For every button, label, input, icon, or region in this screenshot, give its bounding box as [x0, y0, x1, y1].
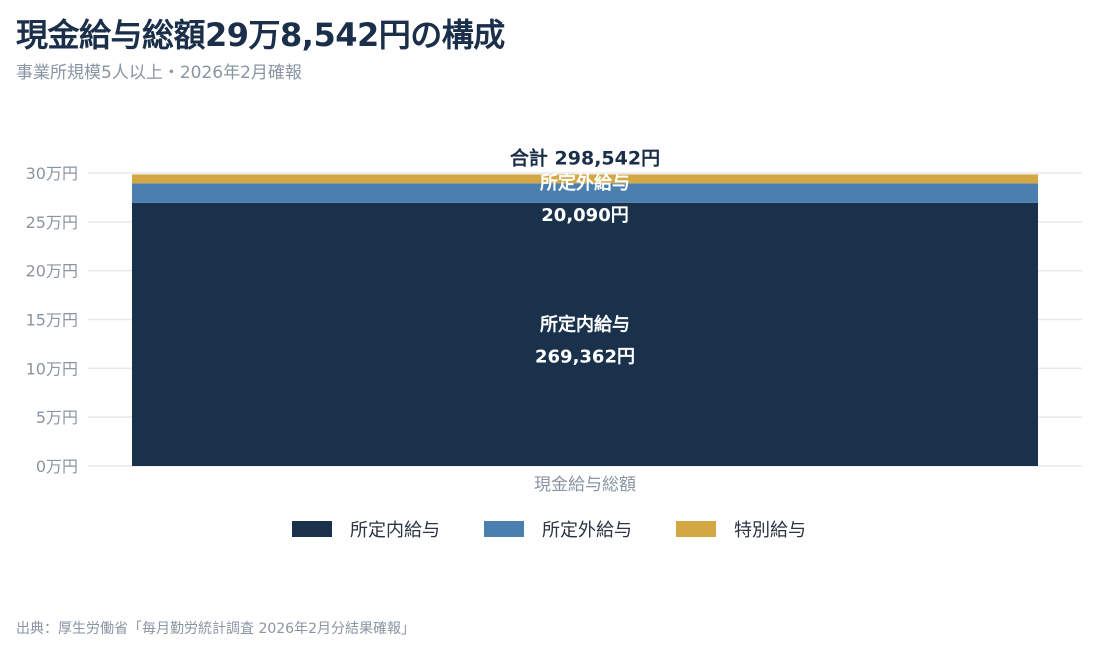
- total-label: 合計 298,542円: [510, 146, 660, 169]
- y-tick-label: 30万円: [26, 164, 78, 183]
- chart-subtitle: 事業所規模5人以上・2026年2月確報: [16, 63, 302, 83]
- legend-swatch-overtime: [484, 521, 524, 537]
- source-note: 出典：厚生労働省「毎月勤労統計調査 2026年2月分結果確報」: [16, 621, 415, 637]
- x-category-label: 現金給与総額: [534, 475, 636, 495]
- legend-label-overtime: 所定外給与: [542, 520, 632, 541]
- legend-swatch-scheduled: [292, 521, 332, 537]
- segment-value-label: 269,362円: [535, 346, 635, 367]
- legend: 所定内給与 所定外給与 特別給与: [0, 516, 1098, 542]
- segment-name-label: 所定内給与: [540, 313, 630, 335]
- y-tick-label: 25万円: [26, 213, 78, 232]
- bar-segment: [132, 174, 1038, 184]
- y-tick-label: 20万円: [26, 262, 78, 281]
- bar-segment: [132, 183, 1038, 203]
- y-tick-label: 15万円: [26, 311, 78, 330]
- chart-title: 現金給与総額29万8,542円の構成: [16, 16, 505, 54]
- segment-value-label: 20,090円: [541, 205, 628, 226]
- legend-label-special: 特別給与: [734, 520, 806, 541]
- stacked-bar-chart: 0万円 5万円 10万円 15万円 20万円 25万円 30万円 所定内給与 269,362円…: [26, 146, 1082, 495]
- y-tick-label: 5万円: [36, 408, 78, 427]
- segment-name-label: 所定外給与: [540, 172, 630, 194]
- legend-item-overtime: 所定外給与: [484, 516, 632, 542]
- legend-item-scheduled: 所定内給与: [292, 516, 440, 542]
- legend-label-scheduled: 所定内給与: [350, 520, 440, 541]
- legend-item-special: 特別給与: [676, 516, 806, 542]
- bar-segments: [132, 174, 1038, 467]
- bar-segment: [132, 202, 1038, 467]
- y-axis: 0万円 5万円 10万円 15万円 20万円 25万円 30万円: [26, 164, 78, 476]
- legend-swatch-special: [676, 521, 716, 537]
- y-tick-label: 10万円: [26, 359, 78, 378]
- y-tick-label: 0万円: [36, 457, 78, 476]
